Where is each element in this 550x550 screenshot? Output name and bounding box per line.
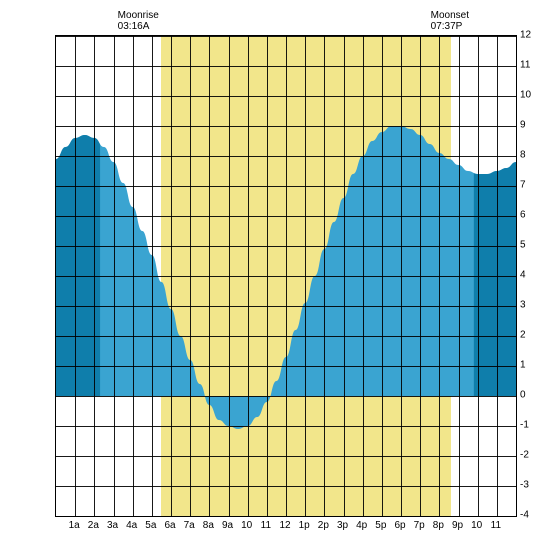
x-tick-label: 2a — [88, 520, 99, 531]
grid-line-h — [56, 306, 516, 307]
x-tick-label: 1a — [69, 520, 80, 531]
x-tick-label: 6p — [394, 520, 405, 531]
grid-line-h — [56, 276, 516, 277]
y-tick-label: 4 — [520, 270, 526, 281]
y-tick-label: 2 — [520, 330, 526, 341]
plot-area — [55, 35, 517, 517]
y-tick-label: 0 — [520, 390, 526, 401]
x-tick-label: 5a — [145, 520, 156, 531]
x-tick-label: 4a — [126, 520, 137, 531]
x-tick-label: 4p — [356, 520, 367, 531]
moonrise-value: 03:16A — [118, 21, 150, 32]
y-tick-label: 9 — [520, 120, 526, 131]
grid-line-h — [56, 96, 516, 97]
moonrise-annotation: Moonrise 03:16A — [118, 10, 159, 32]
y-tick-label: -1 — [520, 420, 529, 431]
y-tick-label: 12 — [520, 30, 531, 41]
x-tick-label: 8p — [433, 520, 444, 531]
moonset-annotation: Moonset 07:37P — [431, 10, 469, 32]
grid-line-h — [56, 486, 516, 487]
tide-chart: Moonrise 03:16A Moonset 07:37P 1a 2a 3a 4a 5… — [10, 10, 540, 540]
x-tick-label: 12 — [279, 520, 290, 531]
moonset-value: 07:37P — [431, 21, 463, 32]
grid-line-h — [56, 36, 516, 37]
y-tick-label: -2 — [520, 450, 529, 461]
grid-line-h — [56, 366, 516, 367]
y-tick-label: 5 — [520, 240, 526, 251]
grid-line-h — [56, 456, 516, 457]
y-tick-label: 1 — [520, 360, 526, 371]
x-tick-label: 2p — [318, 520, 329, 531]
grid-line-h — [56, 66, 516, 67]
x-tick-label: 7a — [184, 520, 195, 531]
x-tick-label: 10 — [241, 520, 252, 531]
y-tick-label: 8 — [520, 150, 526, 161]
grid-line-h — [56, 336, 516, 337]
x-tick-label: 3p — [337, 520, 348, 531]
y-tick-label: -3 — [520, 480, 529, 491]
grid-line-h — [56, 426, 516, 427]
y-tick-label: 3 — [520, 300, 526, 311]
x-tick-label: 1p — [299, 520, 310, 531]
y-tick-label: 11 — [520, 60, 530, 71]
grid-line-h — [56, 246, 516, 247]
x-tick-label: 3a — [107, 520, 118, 531]
x-tick-label: 6a — [164, 520, 175, 531]
grid-line-h — [56, 516, 516, 517]
x-tick-label: 10 — [471, 520, 482, 531]
x-tick-label: 9a — [222, 520, 233, 531]
moonrise-title: Moonrise — [118, 10, 159, 21]
x-tick-label: 9p — [452, 520, 463, 531]
x-tick-label: 7p — [414, 520, 425, 531]
x-tick-label: 11 — [261, 520, 271, 531]
moonset-title: Moonset — [431, 10, 469, 21]
y-tick-label: -4 — [520, 510, 529, 521]
grid-line-h — [56, 186, 516, 187]
grid-line-h — [56, 156, 516, 157]
y-tick-label: 10 — [520, 90, 531, 101]
grid-line-h — [56, 396, 516, 397]
y-tick-label: 6 — [520, 210, 526, 221]
grid-line-h — [56, 216, 516, 217]
grid-line-h — [56, 126, 516, 127]
x-tick-label: 5p — [375, 520, 386, 531]
y-tick-label: 7 — [520, 180, 526, 191]
x-tick-label: 11 — [491, 520, 501, 531]
x-tick-label: 8a — [203, 520, 214, 531]
